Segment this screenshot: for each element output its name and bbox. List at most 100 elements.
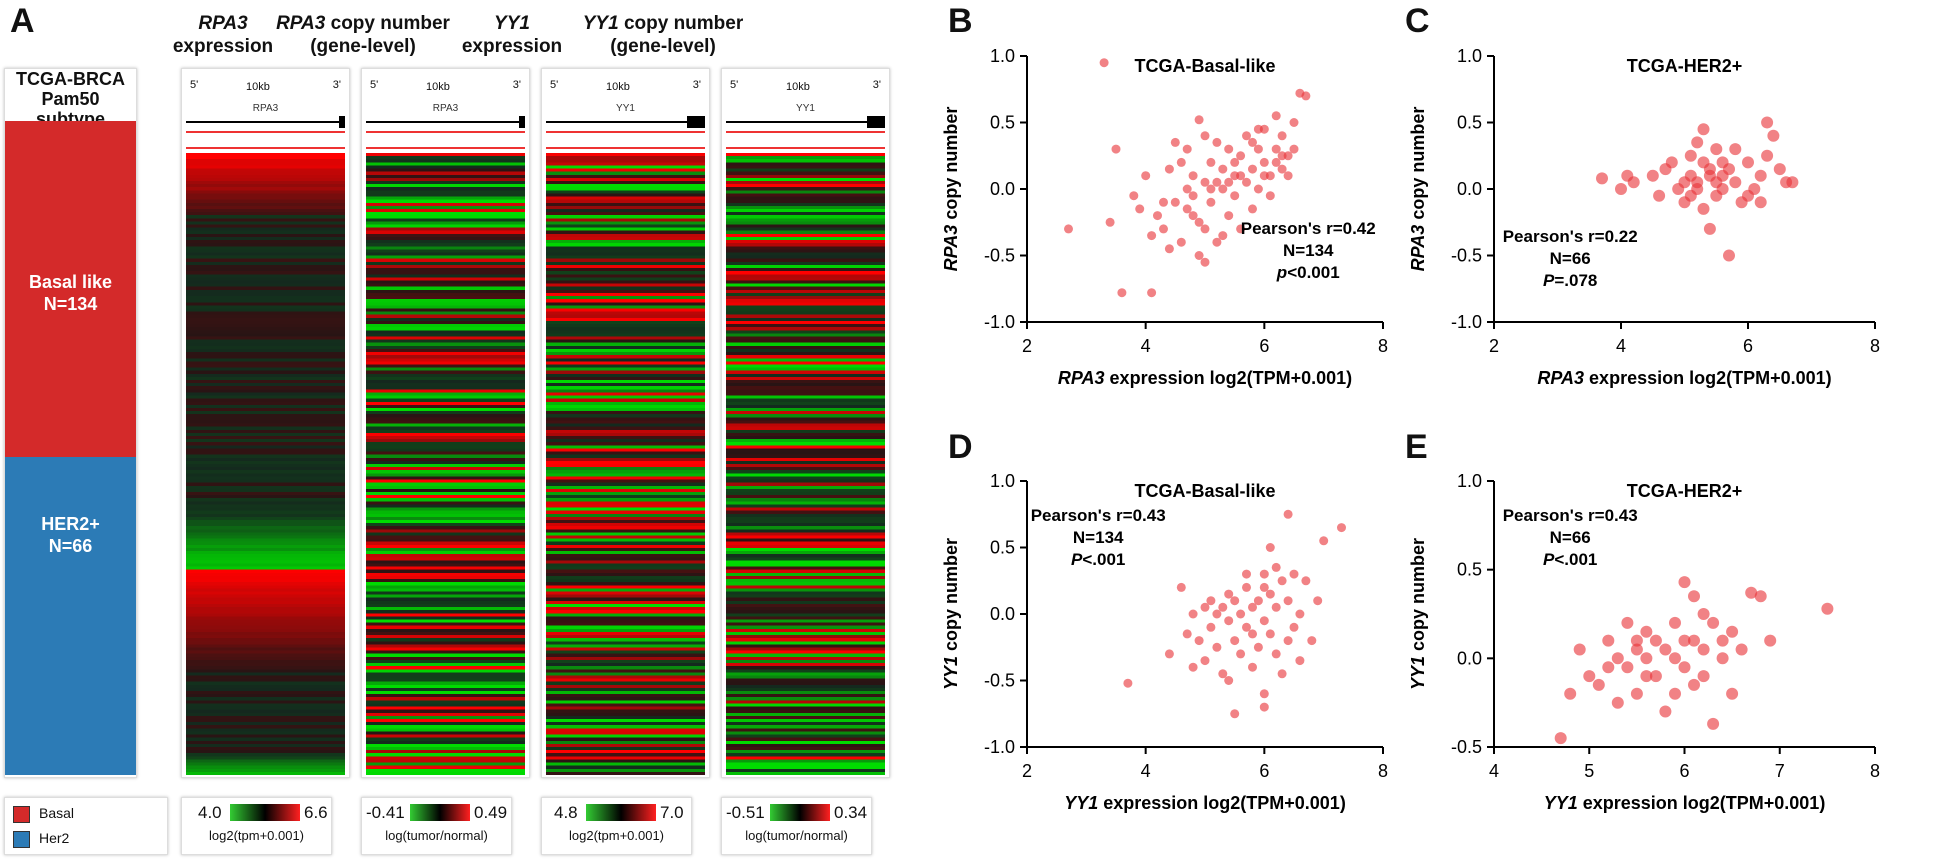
legend-basal-label: Basal — [39, 805, 75, 821]
scatter-point — [1703, 163, 1716, 176]
scatter-point — [1141, 171, 1151, 181]
scatter-point — [1716, 169, 1729, 182]
scatter-point — [1313, 596, 1323, 606]
scatter-point — [1697, 643, 1710, 656]
scatter-point — [1194, 251, 1204, 260]
track-scale: 10kb — [426, 81, 450, 93]
scatter-point — [1646, 169, 1659, 182]
scatter-point — [1200, 257, 1210, 267]
scatter-point — [1742, 156, 1754, 169]
scatter-point — [1583, 670, 1596, 683]
legend-gradient — [586, 804, 656, 821]
track-gene-line — [726, 121, 885, 123]
scatter-point — [1723, 249, 1735, 262]
scatter-point — [1821, 602, 1834, 615]
x-tick-label: 6 — [1679, 761, 1689, 781]
legend-gradient — [410, 804, 470, 821]
scatter-point — [1691, 176, 1704, 189]
scatter-point — [1200, 656, 1210, 666]
track-gene-name: YY1 — [796, 103, 815, 114]
track-5prime: 5' — [370, 79, 379, 91]
subtype-legend: Basal Her2 — [4, 797, 168, 855]
scatter-point — [1236, 151, 1246, 161]
scatter-point — [1289, 144, 1299, 154]
x-axis-label: RPA3 expression log2(TPM+0.001) — [1058, 368, 1352, 388]
scatter-point — [1307, 636, 1317, 646]
scatter-point — [1218, 231, 1228, 241]
track-gene-name: RPA3 — [252, 103, 279, 114]
scatter-point — [1206, 622, 1216, 632]
track-3prime: 3' — [692, 79, 701, 91]
scatter-point — [1253, 596, 1263, 606]
scatter-point — [1242, 177, 1251, 187]
scatter-point — [1277, 131, 1287, 141]
annotation-p-letter: p — [1276, 263, 1287, 282]
chart-title: TCGA-Basal-like — [1134, 481, 1275, 501]
annotation-p: p<0.001 — [1276, 263, 1340, 282]
scatter-point — [1669, 687, 1681, 700]
x-tick-label: 4 — [1141, 336, 1151, 356]
subtype-group-her2: HER2+ N=66 — [5, 457, 136, 775]
col-header-yy1-expression: YY1 expression — [422, 12, 602, 58]
panel-letter-a: A — [10, 2, 35, 40]
scatter-point — [1164, 649, 1174, 659]
track-3prime: 3' — [872, 79, 881, 91]
x-tick-label: 7 — [1775, 761, 1785, 781]
y-tick-label: -0.5 — [1451, 246, 1482, 266]
scatter-point — [1761, 116, 1774, 129]
scatter-point — [1170, 197, 1180, 207]
scatter-point — [1716, 183, 1729, 195]
scatter-point — [1105, 217, 1115, 227]
annotation-p-rest: <0.001 — [1287, 263, 1339, 282]
annotation-n: N=66 — [1550, 249, 1591, 268]
col-line2: (gene-level) — [610, 36, 716, 57]
gene-track: 5' 10kb 3' RPA3 — [186, 73, 345, 153]
track-gene-block — [339, 116, 345, 128]
subtype-header-line1: TCGA-BRCA — [16, 69, 125, 89]
scatter-point — [1135, 204, 1145, 214]
scatter-point — [1735, 643, 1748, 656]
col-header-rpa3-copy: RPA3 copy number (gene-level) — [268, 12, 458, 58]
x-tick-label: 8 — [1870, 761, 1880, 781]
x-axis-label-rest: expression log2(TPM+0.001) — [1098, 793, 1346, 813]
scatter-point — [1248, 137, 1257, 147]
col-gene: RPA3 — [276, 13, 326, 34]
scatter-point — [1259, 157, 1269, 167]
annotation-p-letter: P — [1543, 271, 1555, 290]
col-line2: (gene-level) — [310, 36, 416, 57]
y-axis-label-rest: copy number — [1408, 107, 1428, 225]
legend-her2-swatch — [13, 831, 30, 848]
scatter-point — [1729, 176, 1742, 189]
legend-min: 4.8 — [554, 803, 578, 822]
annotation-p-rest: <.001 — [1554, 550, 1597, 569]
heatmap-strip-yy1-expression: 5' 10kb 3' YY1 — [541, 68, 710, 778]
scatter-point — [1554, 732, 1567, 745]
annotation-p-rest: =.078 — [1554, 271, 1597, 290]
scatter-point — [1707, 717, 1720, 730]
y-tick-label: -0.5 — [984, 246, 1015, 266]
panel-letter-c: C — [1405, 2, 1430, 40]
scatter-point — [1176, 237, 1186, 247]
scatter-point — [1176, 157, 1186, 167]
gene-track: 5' 10kb 3' YY1 — [726, 73, 885, 153]
legend-max: 6.6 — [304, 803, 328, 822]
scatter-point — [1248, 629, 1257, 639]
legend-caption: log2(tpm+0.001) — [208, 828, 305, 843]
scatter-point — [1064, 224, 1073, 234]
scatter-point — [1649, 670, 1662, 683]
subtype-group-basal: Basal like N=134 — [5, 121, 136, 457]
scatter-point — [1767, 129, 1780, 142]
scatter-point — [1200, 177, 1210, 187]
scatter-point — [1289, 622, 1299, 632]
scatter-point — [1212, 177, 1222, 187]
track-3prime: 3' — [332, 79, 341, 91]
scatter-point — [1188, 191, 1198, 201]
track-gene-name: YY1 — [616, 103, 635, 114]
scatter-point — [1659, 705, 1672, 718]
heatmap-rpa3-expression — [186, 153, 345, 775]
heatmap-yy1-expression — [546, 153, 705, 775]
x-tick-label: 6 — [1259, 761, 1269, 781]
track-gene-line — [366, 121, 525, 123]
scatter-d: 2 4 6 8 -1.0 -0.5 0.0 0.5 1.0 TCGA-Basal-like YY1 … — [941, 471, 1388, 813]
scatter-point — [1573, 643, 1586, 656]
